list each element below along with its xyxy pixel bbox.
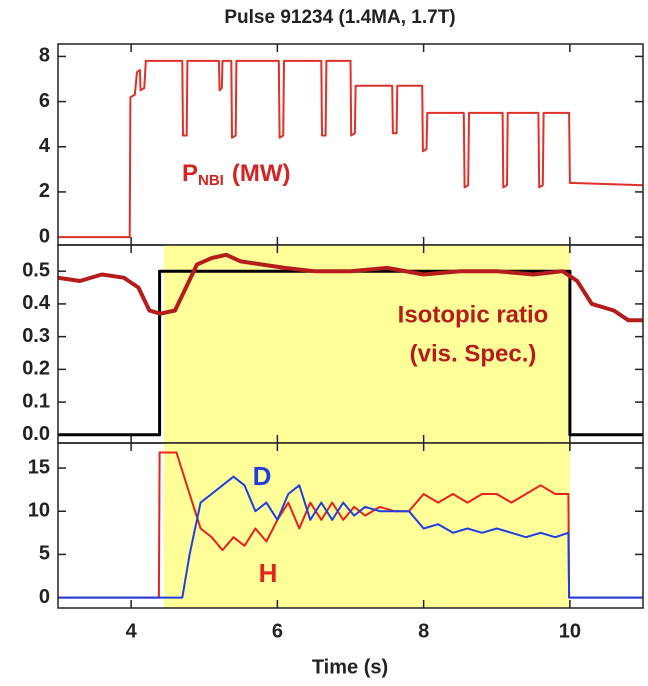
y-tick-label: 0.2: [22, 358, 50, 380]
x-tick-label: 10: [559, 620, 581, 642]
x-tick-label: 6: [272, 620, 283, 642]
y-tick-label: 2: [39, 180, 50, 202]
label-subscript: NBI: [198, 172, 224, 189]
y-tick-label: 0.5: [22, 259, 50, 281]
label-suffix: (MW): [232, 160, 291, 187]
y-tick-label: 6: [39, 90, 50, 112]
plot-lines: [58, 252, 643, 437]
series-label: PNBI (MW): [182, 160, 291, 189]
annotation: Isotopic ratio: [398, 301, 549, 328]
y-tick-label: 0.4: [22, 292, 51, 314]
series-line: [58, 59, 643, 239]
shaded-region: [164, 245, 570, 443]
series-label: D: [253, 461, 272, 491]
y-tick-label: 0.1: [22, 390, 50, 412]
shaded-region: [164, 443, 570, 608]
plot-lines: [58, 451, 643, 599]
series-line: [58, 252, 643, 323]
y-tick-label: 15: [28, 456, 50, 478]
y-tick-label: 0.0: [22, 423, 50, 445]
y-tick-label: 0.3: [22, 325, 50, 347]
series-line: [58, 451, 643, 599]
y-tick-label: 5: [39, 543, 50, 565]
y-tick-label: 4: [39, 135, 51, 157]
chart-title: Pulse 91234 (1.4MA, 1.7T): [224, 7, 455, 28]
x-tick-label: 4: [126, 620, 138, 642]
x-axis-label: Time (s): [312, 656, 388, 678]
y-tick-label: 0: [39, 225, 50, 247]
y-tick-label: 10: [28, 500, 50, 522]
y-tick-label: 8: [39, 45, 50, 67]
plot-lines: [58, 59, 643, 239]
series-label: H: [259, 558, 278, 588]
label-main: P: [182, 160, 198, 187]
x-tick-label: 8: [418, 620, 429, 642]
series-line: [58, 475, 643, 599]
plot-frame: [57, 442, 644, 609]
annotation: (vis. Spec.): [410, 340, 537, 367]
y-tick-label: 0: [39, 586, 50, 608]
